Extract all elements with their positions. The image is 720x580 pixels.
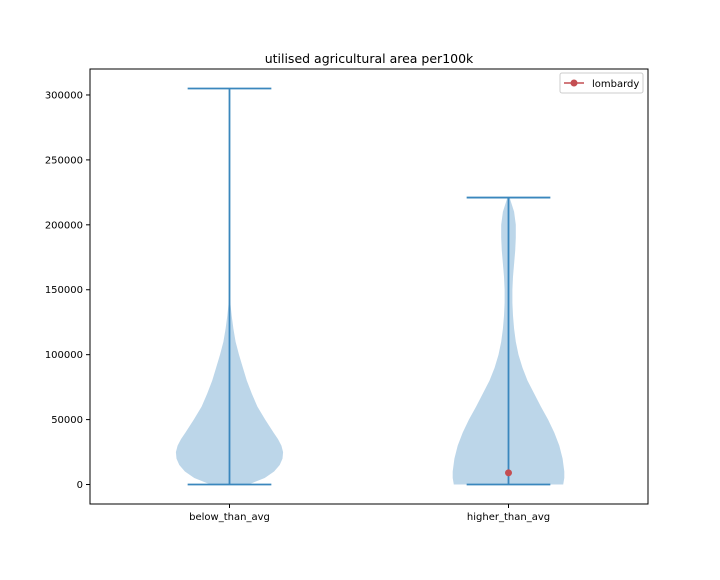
- y-tick-label: 300000: [45, 90, 83, 101]
- points-layer: [505, 469, 512, 477]
- legend-box: [559, 72, 644, 94]
- y-tick-label: 150000: [45, 285, 83, 296]
- x-tick-label: higher_than_avg: [467, 512, 550, 523]
- x-tick-label: below_than_avg: [189, 512, 270, 523]
- plot-frame: [89, 68, 649, 505]
- y-tick-label: 50000: [51, 415, 83, 426]
- violins-layer: [175, 87, 565, 486]
- y-tick-label: 200000: [45, 220, 83, 231]
- legend: lombardy: [559, 72, 644, 94]
- data-point-lombardy: [505, 469, 512, 477]
- y-tick-label: 0: [77, 480, 83, 491]
- legend-label-lombardy: lombardy: [592, 79, 639, 90]
- legend-marker-dot: [570, 79, 578, 87]
- x-axis: below_than_avg higher_than_avg: [189, 504, 550, 523]
- chart-title: utilised agricultural area per100k: [265, 51, 474, 66]
- y-tick-label: 250000: [45, 155, 83, 166]
- y-tick-label: 100000: [45, 350, 83, 361]
- y-axis: 0 50000 100000 150000 200000 250000 300000: [45, 90, 90, 491]
